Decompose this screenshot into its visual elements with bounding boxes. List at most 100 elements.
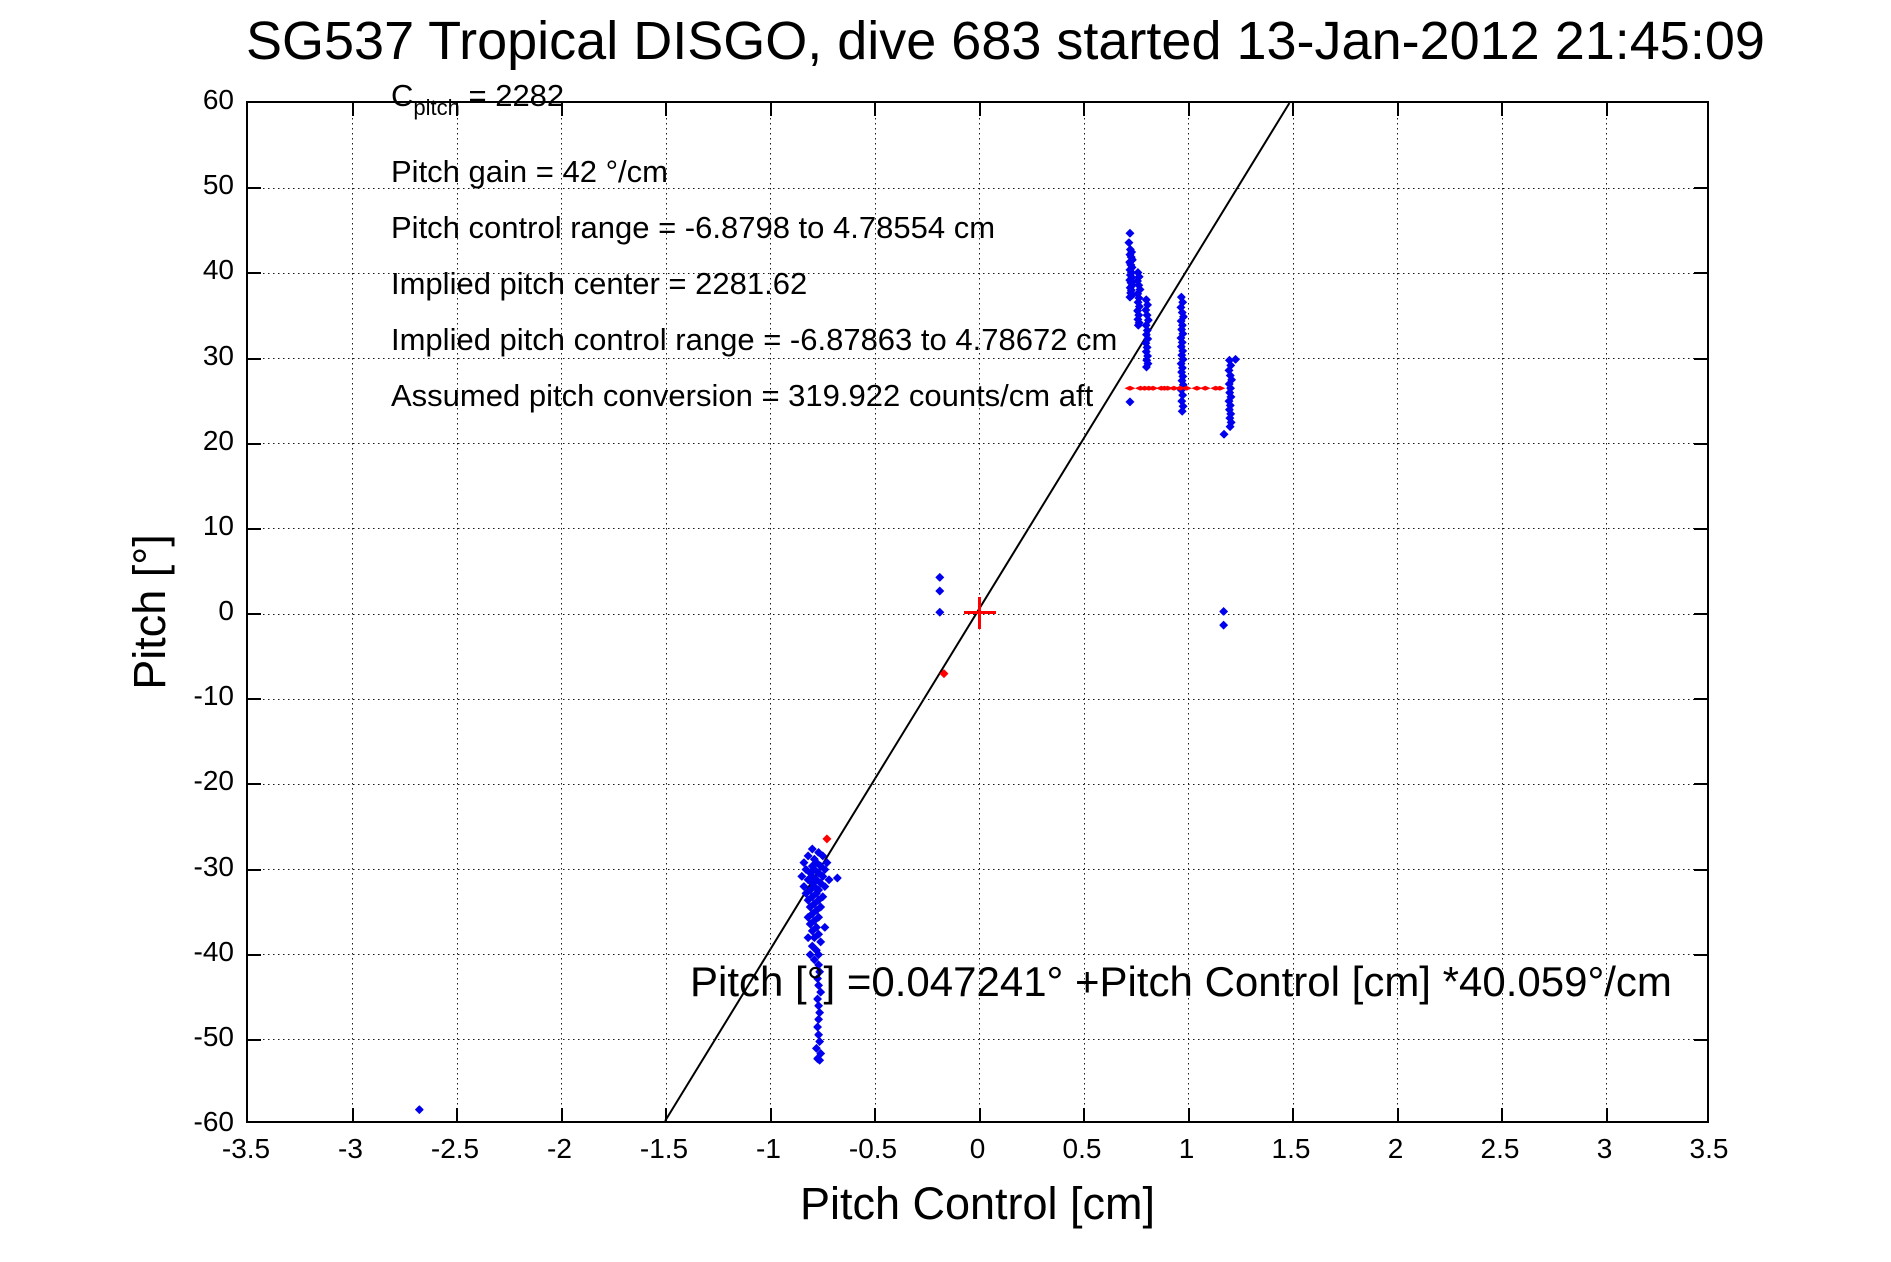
fit-equation-label: Pitch [°] =0.047241° +Pitch Control [cm]…: [690, 958, 1672, 1005]
x-tick-label: -2.5: [430, 1133, 480, 1164]
y-tick-mark-right: [1694, 272, 1707, 275]
observed-pitch-marker: [805, 868, 815, 878]
observed-pitch-marker: [1143, 351, 1153, 361]
observed-pitch-marker: [1176, 302, 1186, 312]
observed-pitch-marker: [815, 1037, 825, 1047]
observed-pitch-marker: [1125, 228, 1135, 238]
observed-pitch-marker: [818, 851, 828, 861]
x-tick-mark-top: [560, 103, 563, 116]
implied-control-dashes-marker: [1147, 385, 1159, 391]
observed-pitch-marker: [807, 861, 817, 871]
x-tick-mark-bottom: [1292, 1108, 1294, 1121]
implied-control-dashes-marker: [1199, 385, 1211, 391]
observed-pitch-marker: [797, 871, 807, 881]
observed-pitch-marker: [1178, 329, 1188, 339]
observed-pitch-marker: [814, 980, 824, 990]
x-tick-label: -1: [756, 1133, 781, 1164]
observed-pitch-marker: [814, 1030, 824, 1040]
observed-pitch-marker: [1141, 320, 1151, 330]
x-tick-mark-top: [351, 103, 354, 116]
grid-line-vertical: [561, 103, 562, 1121]
observed-pitch-marker: [811, 905, 821, 915]
grid-line-horizontal: [248, 698, 1707, 700]
annotation-pitch-conversion: Assumed pitch conversion = 319.922 count…: [391, 378, 1094, 413]
grid-line-horizontal: [248, 954, 1707, 956]
observed-pitch-marker: [818, 871, 828, 881]
observed-pitch-marker: [1176, 342, 1186, 352]
observed-pitch-marker: [803, 895, 813, 905]
observed-pitch-marker: [1176, 333, 1186, 343]
annotation-implied-pitch-center: Implied pitch center = 2281.62: [391, 266, 808, 301]
observed-pitch-marker: [809, 865, 819, 874]
y-tick-mark-left: [248, 187, 261, 190]
x-tick-mark-top: [769, 103, 772, 116]
observed-pitch-marker: [1142, 342, 1152, 352]
x-tick-mark-top: [1292, 103, 1294, 116]
observed-pitch-marker: [1127, 262, 1137, 272]
x-tick-mark-top: [665, 103, 667, 116]
observed-pitch-marker: [1134, 272, 1144, 282]
x-tick-mark-bottom: [1605, 1108, 1608, 1121]
y-tick-mark-right: [1694, 1038, 1707, 1041]
observed-pitch-marker: [1224, 379, 1234, 389]
observed-pitch-marker: [814, 847, 824, 857]
observed-pitch-marker: [822, 858, 832, 868]
observed-pitch-marker: [805, 919, 815, 929]
observed-pitch-marker: [1133, 289, 1143, 299]
observed-pitch-marker: [1176, 316, 1186, 326]
x-tick-mark-bottom: [874, 1108, 876, 1121]
observed-pitch-marker: [813, 1022, 823, 1032]
observed-pitch-marker: [1142, 325, 1152, 335]
observed-pitch-marker: [814, 960, 824, 970]
observed-pitch-marker: [809, 916, 819, 926]
x-tick-mark-bottom: [1083, 1108, 1085, 1121]
y-tick-mark-left: [248, 527, 261, 530]
x-tick-mark-bottom: [665, 1108, 667, 1121]
x-tick-mark-bottom: [769, 1108, 772, 1121]
x-axis-label: Pitch Control [cm]: [799, 1178, 1156, 1229]
x-tick-label: 0.5: [1062, 1133, 1102, 1164]
implied-control-dashes-marker: [1124, 385, 1136, 391]
grid-line-vertical: [1083, 103, 1085, 1121]
observed-pitch-marker: [1135, 285, 1145, 294]
x-tick-mark-top: [874, 103, 876, 116]
observed-pitch-marker: [414, 1105, 424, 1115]
grid-line-vertical: [1188, 103, 1189, 1121]
y-tick-mark-left: [248, 613, 261, 615]
observed-pitch-marker: [1177, 396, 1187, 406]
observed-pitch-marker: [1134, 293, 1144, 303]
observed-pitch-marker: [805, 902, 815, 912]
y-tick-mark-right: [1694, 613, 1707, 615]
observed-pitch-marker: [803, 912, 813, 922]
observed-pitch-marker: [813, 994, 823, 1004]
x-tick-mark-top: [978, 103, 981, 116]
observed-pitch-marker: [1127, 273, 1137, 283]
observed-pitch-marker: [1133, 306, 1142, 316]
observed-pitch-marker: [1178, 401, 1188, 411]
observed-pitch-marker: [807, 941, 817, 951]
observed-pitch-marker: [816, 902, 826, 912]
observed-pitch-marker: [1127, 255, 1137, 265]
y-tick-mark-left: [248, 953, 261, 956]
observed-pitch-marker: [1231, 354, 1241, 364]
observed-pitch-marker: [809, 933, 819, 943]
observed-pitch-marker: [1219, 429, 1229, 439]
observed-pitch-marker: [816, 861, 826, 871]
observed-pitch-marker: [1178, 346, 1188, 356]
observed-pitch-marker: [1177, 325, 1187, 335]
observed-pitch-marker: [814, 1001, 824, 1011]
observed-pitch-marker: [935, 607, 945, 617]
observed-pitch-marker: [820, 865, 830, 874]
observed-pitch-marker: [805, 885, 815, 895]
x-tick-mark-top: [1396, 103, 1399, 116]
highlight-dots-marker: [939, 669, 949, 679]
observed-pitch-marker: [1177, 363, 1187, 373]
x-tick-mark-bottom: [351, 1108, 354, 1121]
observed-pitch-marker: [1142, 310, 1152, 320]
observed-pitch-marker: [807, 892, 817, 902]
observed-pitch-marker: [1143, 359, 1153, 369]
observed-pitch-marker: [1226, 392, 1236, 402]
y-tick-label: -20: [193, 765, 234, 797]
observed-pitch-marker: [816, 878, 826, 888]
observed-pitch-marker: [1143, 315, 1153, 325]
